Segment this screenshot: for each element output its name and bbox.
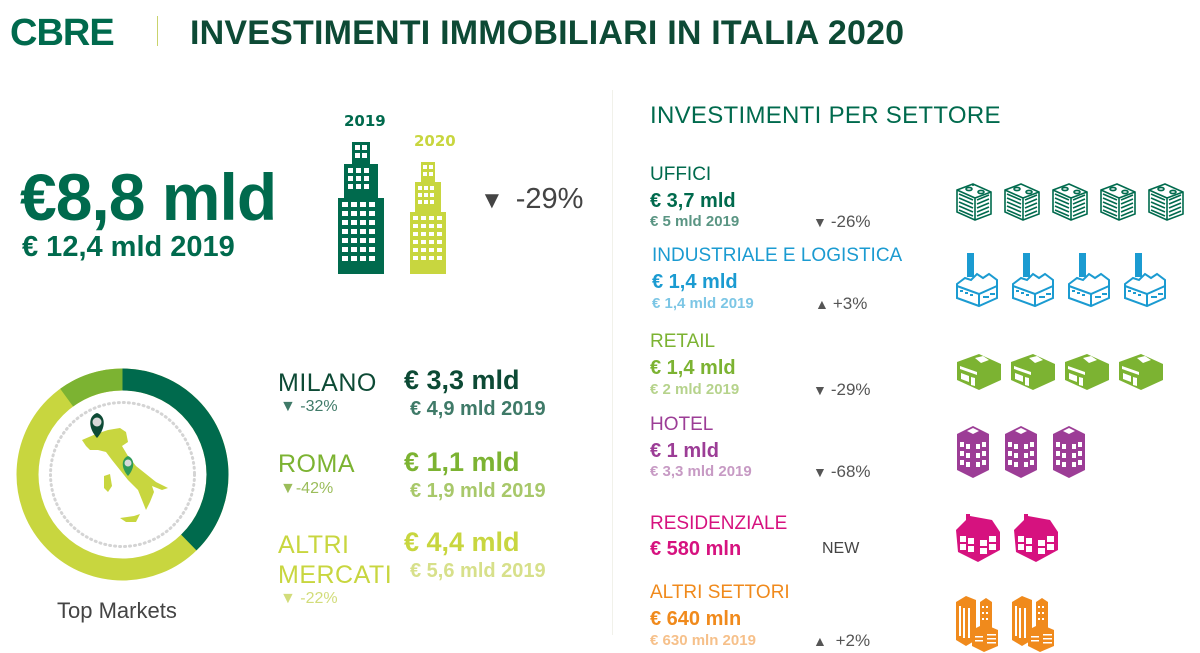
market-altri-value: € 4,4 mld xyxy=(404,527,520,557)
market-roma-change: ▼-42% xyxy=(280,480,334,497)
hotel-icon xyxy=(957,426,989,478)
triangle-down-icon: ▼ xyxy=(280,590,301,607)
factory-icon xyxy=(1012,253,1054,308)
triangle-up-icon: ▲ xyxy=(813,633,827,649)
sector-retail-icons xyxy=(955,350,1165,394)
factory-icon xyxy=(1068,253,1110,308)
shop-icon xyxy=(1065,354,1109,390)
triangle-down-icon: ▼ xyxy=(813,214,827,230)
sector-retail-previous: € 2 mld 2019 xyxy=(650,381,740,398)
year-2019-label: 2019 xyxy=(344,112,386,130)
sector-retail-value: € 1,4 mld xyxy=(650,357,736,379)
house-icon xyxy=(1014,514,1058,562)
sector-hotel-name: HOTEL xyxy=(650,414,714,435)
hotel-icon xyxy=(1053,426,1085,478)
sector-industriale-change: ▲ +3% xyxy=(815,294,868,313)
market-roma-name: ROMA xyxy=(278,450,355,478)
year-2020-label: 2020 xyxy=(414,132,456,150)
market-altri-previous: € 5,6 mld 2019 xyxy=(410,560,546,582)
cbre-logo: CBRE xyxy=(10,12,115,54)
sector-retail-change: ▼ -29% xyxy=(813,380,871,399)
sector-residenziale-icons xyxy=(954,510,1060,564)
office-building-icon xyxy=(1148,183,1184,221)
sector-uffici-previous: € 5 mld 2019 xyxy=(650,213,740,230)
sector-industriale-name: INDUSTRIALE E LOGISTICA xyxy=(652,245,903,266)
office-building-icon xyxy=(1052,183,1088,221)
factory-icon xyxy=(956,253,998,308)
sector-residenziale-badge: NEW xyxy=(822,540,860,557)
city-buildings-icon xyxy=(1012,596,1054,652)
market-milano-change: ▼ -32% xyxy=(280,398,338,415)
triangle-down-icon: ▼ xyxy=(813,464,827,480)
sector-altri-value: € 640 mln xyxy=(650,608,742,630)
shop-icon xyxy=(957,354,1001,390)
office-building-icon xyxy=(1004,183,1040,221)
triangle-down-icon: ▼ xyxy=(480,187,504,214)
tower-2020-icon xyxy=(410,162,446,274)
triangle-down-icon: ▼ xyxy=(280,398,301,415)
triangle-up-icon: ▲ xyxy=(815,296,829,312)
total-investment-value: €8,8 mld xyxy=(20,160,277,234)
market-altri-name-line1: ALTRI xyxy=(278,531,350,559)
hotel-icon xyxy=(1005,426,1037,478)
sector-hotel-change: ▼ -68% xyxy=(813,462,871,481)
sector-industriale-value: € 1,4 mld xyxy=(652,271,738,293)
market-roma-previous: € 1,9 mld 2019 xyxy=(410,480,546,502)
sector-retail-name: RETAIL xyxy=(650,331,716,352)
sector-industriale-previous: € 1,4 mld 2019 xyxy=(652,295,754,312)
section-divider xyxy=(612,90,613,635)
factory-icon xyxy=(1124,253,1166,308)
sector-altri-change: ▲ +2% xyxy=(813,631,871,650)
sector-hotel-previous: € 3,3 mld 2019 xyxy=(650,463,752,480)
sector-heading: INVESTIMENTI PER SETTORE xyxy=(650,102,1001,129)
office-building-icon xyxy=(1100,183,1136,221)
sector-uffici-name: UFFICI xyxy=(650,164,712,185)
total-change-value: -29% xyxy=(515,183,584,215)
triangle-down-icon: ▼ xyxy=(813,382,827,398)
sector-industriale-icons xyxy=(955,252,1167,312)
market-roma-value: € 1,1 mld xyxy=(404,447,520,477)
city-buildings-icon xyxy=(956,596,998,652)
market-altri-change: ▼ -22% xyxy=(280,590,338,607)
market-altri-name-line2: MERCATI xyxy=(278,561,393,589)
roma-pin-icon xyxy=(122,456,134,476)
sector-uffici-value: € 3,7 mld xyxy=(650,190,736,212)
market-milano-previous: € 4,9 mld 2019 xyxy=(410,398,546,420)
tower-2019-icon xyxy=(338,142,384,274)
shop-icon xyxy=(1119,354,1163,390)
top-markets-donut-chart xyxy=(16,368,229,581)
sector-hotel-value: € 1 mld xyxy=(650,440,719,462)
top-markets-label: Top Markets xyxy=(57,598,177,623)
sector-residenziale-value: € 580 mln xyxy=(650,538,742,560)
page-title: INVESTIMENTI IMMOBILIARI IN ITALIA 2020 xyxy=(190,14,905,52)
total-change: ▼ -29% xyxy=(480,183,583,216)
sector-uffici-change: ▼ -26% xyxy=(813,212,871,231)
milano-pin-icon xyxy=(90,413,104,438)
triangle-down-icon: ▼ xyxy=(280,480,296,497)
market-milano-value: € 3,3 mld xyxy=(404,365,520,395)
sector-altri-name: ALTRI SETTORI xyxy=(650,582,790,603)
office-building-icon xyxy=(956,183,992,221)
sector-residenziale-name: RESIDENZIALE xyxy=(650,513,788,534)
total-investment-previous: € 12,4 mld 2019 xyxy=(22,231,235,263)
header-divider xyxy=(157,16,158,46)
market-milano-name: MILANO xyxy=(278,369,377,397)
sector-uffici-icons xyxy=(955,180,1185,222)
shop-icon xyxy=(1011,354,1055,390)
sector-altri-icons xyxy=(954,590,1056,652)
house-icon xyxy=(956,514,1000,562)
sector-altri-previous: € 630 mln 2019 xyxy=(650,632,756,649)
sector-hotel-icons xyxy=(955,424,1087,480)
